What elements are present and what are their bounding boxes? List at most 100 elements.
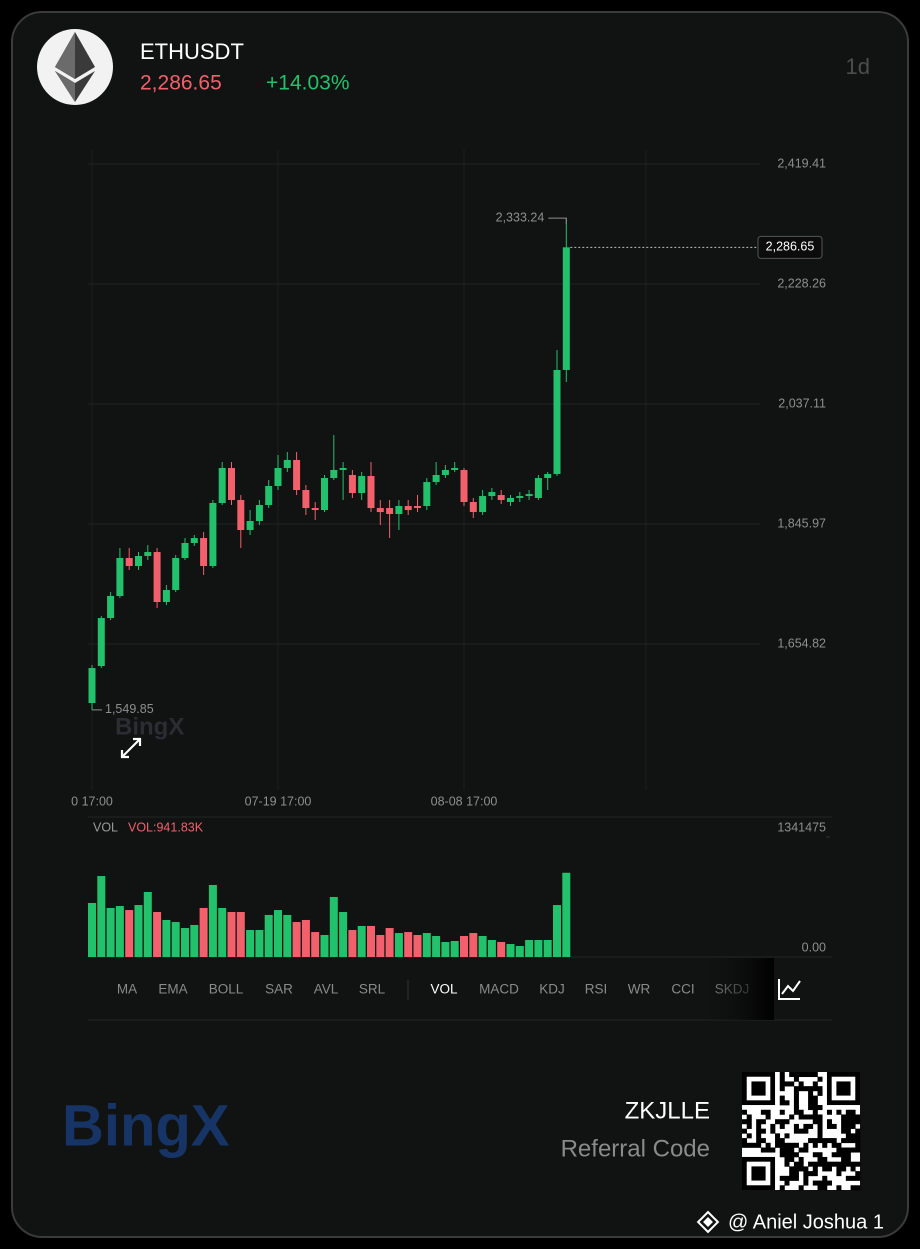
indicator-tab[interactable]: WR bbox=[628, 982, 651, 997]
qr-module bbox=[826, 1119, 832, 1125]
candle-body bbox=[395, 506, 403, 514]
indicator-tab[interactable]: SAR bbox=[265, 982, 293, 997]
chart-icon-axis[interactable] bbox=[778, 979, 800, 1000]
qr-module bbox=[779, 1076, 785, 1082]
qr-module bbox=[770, 1147, 776, 1153]
indicator-tab[interactable]: EMA bbox=[158, 982, 187, 997]
volume-bar bbox=[478, 935, 487, 957]
qr-module bbox=[803, 1123, 809, 1129]
qr-module bbox=[831, 1142, 837, 1148]
qr-module bbox=[775, 1133, 781, 1139]
qr-module bbox=[765, 1109, 771, 1115]
chart-icon[interactable] bbox=[781, 980, 801, 995]
qr-module bbox=[836, 1171, 842, 1177]
volume-bar bbox=[553, 905, 561, 957]
qr-module bbox=[770, 1128, 776, 1134]
qr-module bbox=[793, 1152, 799, 1158]
qr-module bbox=[793, 1100, 799, 1106]
qr-module bbox=[789, 1166, 795, 1172]
qr-module bbox=[817, 1156, 823, 1162]
volume-bar bbox=[422, 933, 431, 957]
qr-module bbox=[855, 1175, 861, 1181]
volume-bar bbox=[311, 932, 320, 957]
candle-body bbox=[451, 467, 459, 470]
qr-module bbox=[803, 1142, 809, 1148]
expand-icon[interactable] bbox=[120, 737, 142, 759]
indicator-tab[interactable]: CCI bbox=[671, 982, 694, 997]
candle-body bbox=[414, 506, 421, 509]
volume-bar bbox=[450, 940, 459, 957]
qr-module bbox=[779, 1119, 785, 1125]
qr-module bbox=[793, 1166, 799, 1172]
indicator-tab[interactable]: MACD bbox=[479, 982, 519, 997]
candle-body bbox=[181, 542, 189, 558]
qr-module bbox=[812, 1105, 818, 1111]
qr-module bbox=[775, 1138, 781, 1144]
qr-module bbox=[798, 1086, 804, 1092]
qr-module bbox=[841, 1161, 847, 1167]
x-tick-label: 07-19 17:00 bbox=[245, 794, 312, 808]
indicator-tab[interactable]: SRL bbox=[359, 982, 386, 997]
qr-module bbox=[850, 1114, 856, 1120]
indicator-tab[interactable]: VOL bbox=[430, 982, 458, 997]
candle-body bbox=[321, 478, 328, 511]
volume-bar bbox=[506, 944, 515, 957]
qr-module bbox=[742, 1128, 748, 1134]
qr-module bbox=[850, 1123, 856, 1129]
indicator-tab[interactable]: MA bbox=[117, 982, 137, 997]
volume-bar bbox=[181, 928, 189, 957]
chart-watermark: BingX bbox=[115, 713, 184, 740]
qr-module bbox=[822, 1166, 828, 1172]
volume-bar bbox=[525, 940, 534, 957]
interval[interactable]: 1d bbox=[846, 54, 870, 79]
qr-module bbox=[817, 1086, 823, 1092]
qr-module bbox=[855, 1161, 861, 1167]
qr-module bbox=[812, 1095, 818, 1101]
y-tick-label: 0.00 bbox=[802, 940, 826, 954]
qr-module bbox=[803, 1171, 809, 1177]
volume-bar bbox=[274, 910, 282, 957]
qr-module bbox=[775, 1119, 781, 1125]
eth-logo bbox=[37, 29, 113, 105]
indicator-tab[interactable]: BOLL bbox=[209, 982, 244, 997]
qr-module bbox=[808, 1100, 814, 1106]
qr-code bbox=[741, 1071, 861, 1191]
candle-body bbox=[386, 508, 394, 514]
qr-module bbox=[812, 1072, 818, 1078]
qr-module bbox=[798, 1166, 804, 1172]
y-tick-label: 2,228.26 bbox=[777, 276, 826, 290]
candle-body bbox=[423, 482, 431, 507]
volume-bar bbox=[404, 932, 413, 957]
candle-body bbox=[209, 503, 217, 567]
qr-module bbox=[855, 1185, 861, 1191]
qr-module bbox=[789, 1072, 795, 1078]
indicator-tab[interactable]: RSI bbox=[585, 982, 608, 997]
y-tick-label: 2,419.41 bbox=[777, 156, 826, 170]
qr-module bbox=[784, 1180, 790, 1186]
qr-module bbox=[789, 1142, 795, 1148]
volume-bar bbox=[171, 922, 180, 957]
candle-body bbox=[469, 501, 477, 513]
qr-module bbox=[841, 1147, 847, 1153]
candle-body bbox=[97, 618, 105, 667]
volume-bar bbox=[515, 945, 524, 957]
candle-body bbox=[497, 495, 505, 500]
qr-module bbox=[822, 1138, 828, 1144]
last-price-tag-label: 2,286.65 bbox=[766, 240, 815, 254]
indicator-tab[interactable]: KDJ bbox=[539, 982, 565, 997]
qr-module bbox=[742, 1142, 748, 1148]
qr-module bbox=[779, 1138, 785, 1144]
candle-body bbox=[507, 497, 514, 502]
indicator-tab[interactable]: AVL bbox=[314, 982, 339, 997]
qr-module bbox=[793, 1128, 799, 1134]
qr-module bbox=[812, 1114, 818, 1120]
qr-module bbox=[822, 1175, 828, 1181]
volume-bar bbox=[125, 910, 134, 957]
qr-module bbox=[803, 1180, 809, 1186]
candle-body bbox=[293, 460, 301, 491]
qr-module bbox=[746, 1114, 752, 1120]
qr-finder bbox=[741, 1071, 776, 1106]
volume-bar bbox=[143, 891, 152, 957]
qr-module bbox=[850, 1147, 856, 1153]
